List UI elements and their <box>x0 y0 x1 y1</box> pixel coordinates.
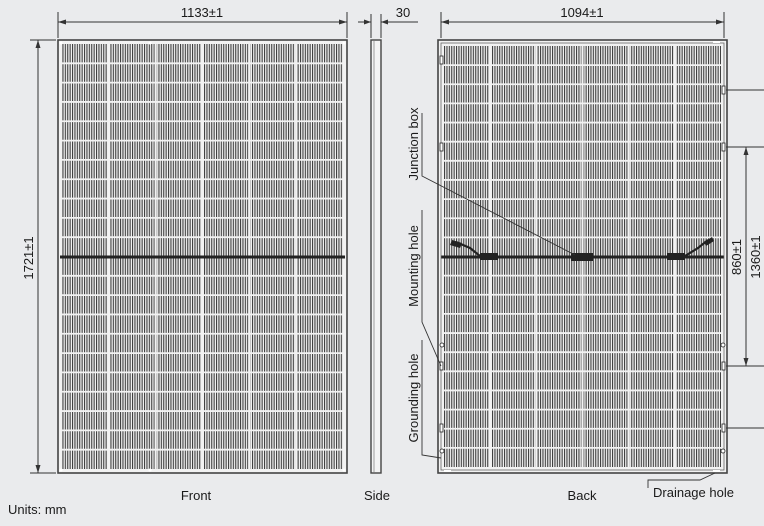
mounting-hole-leader <box>421 210 442 367</box>
height-label: 1721±1 <box>21 236 36 279</box>
junction-box <box>571 253 593 261</box>
front-corner-dot <box>59 41 63 45</box>
junction-box-label: Junction box <box>406 107 421 180</box>
grounding-hole <box>720 448 726 454</box>
front-view <box>57 39 348 474</box>
side-view <box>370 39 382 474</box>
front-width-label: 1133±1 <box>181 5 223 20</box>
connector <box>667 253 685 260</box>
grounding-hole <box>439 342 445 348</box>
callout-leaders <box>421 113 716 488</box>
side-depth-dimension <box>358 14 418 38</box>
front-width-dimension <box>57 12 348 38</box>
mounting-hole-right-lower <box>721 423 726 433</box>
mount-spacing-outer-dimension <box>726 89 764 429</box>
height-dimension <box>30 39 56 474</box>
front-corner-dot <box>342 41 346 45</box>
mounting-hole-left-lower <box>439 423 444 433</box>
mounting-hole-right-upper <box>721 85 726 95</box>
units-note: Units: mm <box>8 502 67 517</box>
back-width-dimension <box>440 12 725 38</box>
drainage-hole <box>444 470 451 472</box>
drainage-hole-leader <box>647 472 716 488</box>
connector <box>480 253 498 260</box>
junction-box-leader <box>421 113 576 256</box>
mounting-hole-left-top <box>439 142 444 152</box>
side-view-label: Side <box>364 488 390 503</box>
drainage-hole <box>713 470 720 472</box>
cable-plug-right <box>704 237 714 246</box>
grounding-hole-label: Grounding hole <box>406 354 421 443</box>
side-depth-label: 30 <box>396 5 410 20</box>
front-view-label: Front <box>181 488 212 503</box>
side-frame <box>370 39 382 474</box>
mounting-hole-left-bottom <box>439 361 444 371</box>
cable-plug-left <box>450 240 462 248</box>
mount-spacing-inner-label: 860±1 <box>729 239 744 275</box>
drainage-hole-label: Drainage hole <box>653 485 734 500</box>
front-corner-dot <box>148 41 152 45</box>
front-corner-dot <box>148 468 152 472</box>
mounting-hole-right-top <box>721 142 726 152</box>
mount-spacing-inner-dimension <box>726 146 764 367</box>
mount-spacing-outer-label: 1360±1 <box>748 235 763 278</box>
grounding-hole <box>720 342 726 348</box>
front-corner-dot <box>59 468 63 472</box>
drainage-hole <box>713 41 720 43</box>
mounting-hole-label: Mounting hole <box>406 225 421 307</box>
back-view <box>437 39 728 474</box>
front-corner-dot <box>342 468 346 472</box>
mounting-hole-right-bottom <box>721 361 726 371</box>
back-view-label: Back <box>568 488 597 503</box>
back-width-label: 1094±1 <box>560 5 603 20</box>
grounding-hole <box>439 448 445 454</box>
grounding-hole-leader <box>421 340 442 459</box>
mounting-hole-left-upper <box>439 55 444 65</box>
